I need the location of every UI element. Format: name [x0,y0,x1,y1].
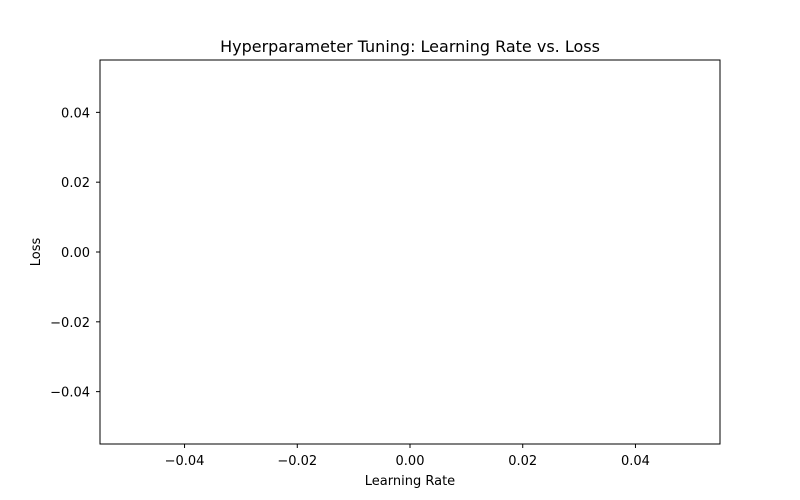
y-tick-label: 0.02 [61,176,90,191]
x-axis-label: Learning Rate [365,474,455,489]
y-tick-label: −0.02 [50,316,90,331]
x-tick-label: 0.02 [508,454,537,469]
y-tick-label: 0.04 [61,106,90,121]
x-axis-ticks: −0.04 −0.02 0.00 0.02 0.04 [165,444,650,469]
y-axis-ticks: −0.04 −0.02 0.00 0.02 0.04 [50,106,100,401]
chart-title: Hyperparameter Tuning: Learning Rate vs.… [220,37,600,56]
x-tick-label: 0.00 [396,454,425,469]
x-tick-label: −0.02 [277,454,317,469]
plot-area-frame [99,59,721,445]
x-tick-label: −0.04 [165,454,205,469]
x-tick-label: 0.04 [621,454,650,469]
y-axis-label: Loss [29,238,44,267]
y-tick-label: −0.04 [50,386,90,401]
y-tick-label: 0.00 [61,246,90,261]
